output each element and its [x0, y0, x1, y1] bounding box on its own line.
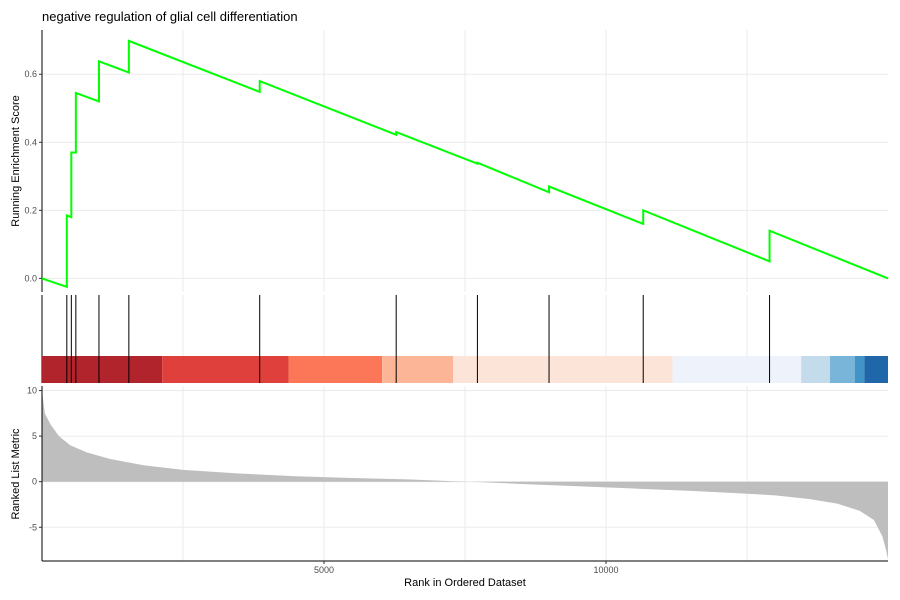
running-score-gridlines	[42, 30, 888, 292]
running-score-line	[41, 39, 889, 289]
x-ticks: 5000 10000	[314, 561, 619, 575]
hits-panel	[41, 295, 888, 383]
rank-color-band	[864, 356, 888, 383]
running-score-panel: 0.0 0.2 0.4 0.6 Running Enrichment Score	[10, 30, 889, 292]
ranked-metric-area	[42, 390, 888, 560]
running-score-y-label: Running Enrichment Score	[10, 95, 22, 226]
rank-color-band	[288, 356, 383, 383]
ranked-metric-y-ticks: 10 5 0 -5	[27, 386, 42, 532]
ranked-metric-y-label: Ranked List Metric	[10, 428, 22, 520]
rank-color-bands	[42, 356, 888, 383]
rank-color-band	[453, 356, 673, 383]
rank-color-band	[801, 356, 830, 383]
x-axis-label: Rank in Ordered Dataset	[404, 577, 526, 589]
chart-title: negative regulation of glial cell differ…	[42, 9, 298, 24]
rank-color-band	[162, 356, 289, 383]
rank-color-band	[382, 356, 454, 383]
gene-hit-markers	[66, 295, 771, 383]
y-tick-label: 0.0	[24, 273, 37, 283]
rank-color-band	[672, 356, 802, 383]
y-tick-label: 10	[27, 386, 37, 396]
x-tick-label: 10000	[593, 565, 618, 575]
running-score-y-ticks: 0.0 0.2 0.4 0.6	[24, 69, 42, 283]
y-tick-label: 0	[32, 477, 37, 487]
rank-color-band	[42, 356, 163, 383]
y-tick-label: -5	[29, 522, 37, 532]
y-tick-label: 0.2	[24, 205, 37, 215]
ranked-metric-panel: 10 5 0 -5 5000 10000 Ranked List Metric Rank…	[10, 386, 888, 589]
y-tick-label: 0.4	[24, 137, 37, 147]
x-tick-label: 5000	[314, 565, 334, 575]
y-tick-label: 5	[32, 431, 37, 441]
y-tick-label: 0.6	[24, 69, 37, 79]
rank-color-band	[829, 356, 855, 383]
rank-color-band	[854, 356, 865, 383]
